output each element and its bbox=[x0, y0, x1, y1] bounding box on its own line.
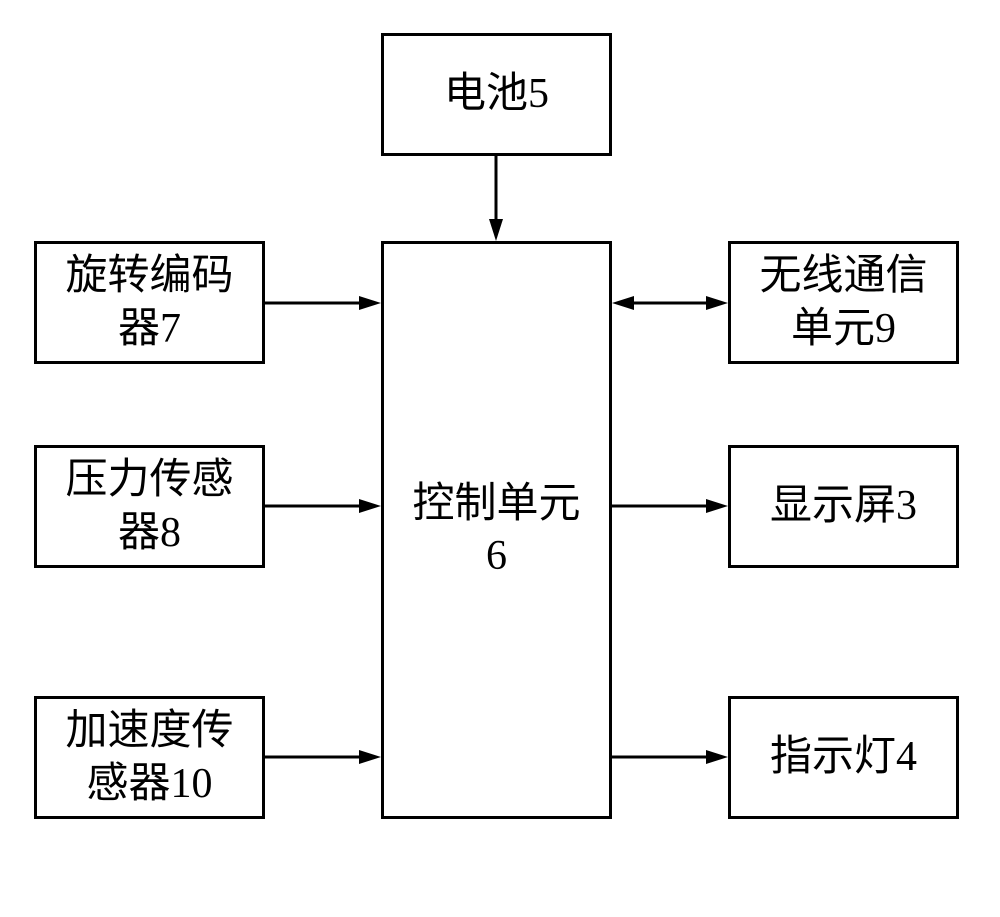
node-encoder-label: 旋转编码器7 bbox=[65, 250, 233, 355]
node-wireless-label: 无线通信单元9 bbox=[759, 250, 927, 355]
arrowhead-encoder-controller bbox=[359, 296, 381, 310]
node-pressure-label: 压力传感器8 bbox=[65, 454, 233, 559]
node-accel: 加速度传感器10 bbox=[34, 696, 265, 819]
node-accel-label: 加速度传感器10 bbox=[65, 705, 233, 810]
node-display: 显示屏3 bbox=[728, 445, 959, 568]
node-display-label: 显示屏3 bbox=[770, 480, 917, 533]
diagram-canvas: 电池5 旋转编码器7 压力传感器8 加速度传感器10 控制单元6 无线通信单元9… bbox=[0, 0, 1000, 917]
node-controller-label: 控制单元6 bbox=[412, 478, 580, 583]
arrowhead-pressure-controller bbox=[359, 499, 381, 513]
arrowhead-controller-indicator bbox=[706, 750, 728, 764]
node-indicator: 指示灯4 bbox=[728, 696, 959, 819]
node-battery: 电池5 bbox=[381, 33, 612, 156]
arrowhead-accel-controller bbox=[359, 750, 381, 764]
arrowhead-controller-wireless bbox=[706, 296, 728, 310]
arrowhead-wireless-controller bbox=[612, 296, 634, 310]
node-wireless: 无线通信单元9 bbox=[728, 241, 959, 364]
arrowhead-battery-controller bbox=[489, 219, 503, 241]
node-battery-label: 电池5 bbox=[444, 68, 549, 121]
node-encoder: 旋转编码器7 bbox=[34, 241, 265, 364]
node-pressure: 压力传感器8 bbox=[34, 445, 265, 568]
node-indicator-label: 指示灯4 bbox=[770, 731, 917, 784]
node-controller: 控制单元6 bbox=[381, 241, 612, 819]
arrowhead-controller-display bbox=[706, 499, 728, 513]
